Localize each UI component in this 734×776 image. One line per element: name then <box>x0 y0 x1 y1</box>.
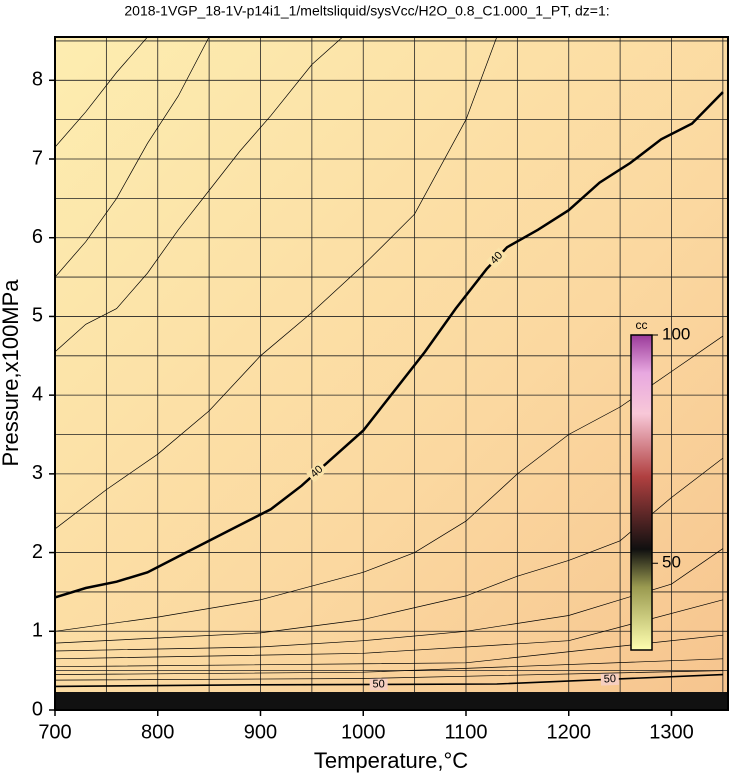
plot-area <box>55 37 728 710</box>
axes: 700 800 900 1000 1100 1200 1300 0 1 2 3 4 5 6 7 8 <box>32 69 694 744</box>
contour-line <box>55 670 723 681</box>
contour-line <box>55 37 148 148</box>
contour-line <box>55 548 724 652</box>
contour-line <box>55 37 210 278</box>
x-axis-label: Temperature,°C <box>314 748 468 773</box>
contour-label-bg <box>306 461 328 483</box>
x-tick-label: 900 <box>244 721 277 743</box>
colorbar-label: cc <box>636 318 648 332</box>
contour-label-bg <box>369 678 388 691</box>
grid <box>55 37 728 710</box>
contour-line <box>55 37 498 530</box>
y-tick-label: 6 <box>32 226 43 248</box>
x-tick-label: 700 <box>38 721 71 743</box>
x-tick-label: 1100 <box>444 721 487 743</box>
contour-line <box>55 457 724 644</box>
colorbar-scale <box>630 334 653 651</box>
y-tick-label: 3 <box>32 462 43 484</box>
contour-label: 50 <box>603 673 616 686</box>
plot-frame <box>54 36 729 711</box>
contour-label-bg <box>486 247 508 269</box>
x-tick-label: 800 <box>141 721 174 743</box>
y-tick-label: 2 <box>32 541 43 563</box>
y-tick-label: 7 <box>32 147 43 169</box>
y-tick-label: 0 <box>32 698 43 720</box>
contour-label-bg <box>600 672 620 686</box>
contour-line <box>55 658 723 675</box>
y-tick-label: 5 <box>32 305 43 327</box>
x-tick-label: 1200 <box>546 721 591 743</box>
contour-line <box>55 37 343 353</box>
dense-contour-band <box>55 692 728 710</box>
chart-title: 2018-1VGP_18-1V-p14i1_1/meltsliquid/sysV… <box>124 3 609 19</box>
contour-label: 50 <box>373 678 385 690</box>
contour-line <box>55 91 724 599</box>
y-axis-label: Pressure,x100MPa <box>0 279 23 467</box>
x-tick-label: 1000 <box>341 721 386 743</box>
y-tick-label: 4 <box>32 383 43 405</box>
colorbar-tick-label: 100 <box>662 324 690 343</box>
y-tick-label: 8 <box>32 69 43 91</box>
colorbar: cc 50 100 <box>630 318 690 651</box>
y-tick-label: 1 <box>32 620 43 642</box>
x-tick-label: 1300 <box>649 721 694 743</box>
colorbar-tick-label: 50 <box>662 553 681 572</box>
